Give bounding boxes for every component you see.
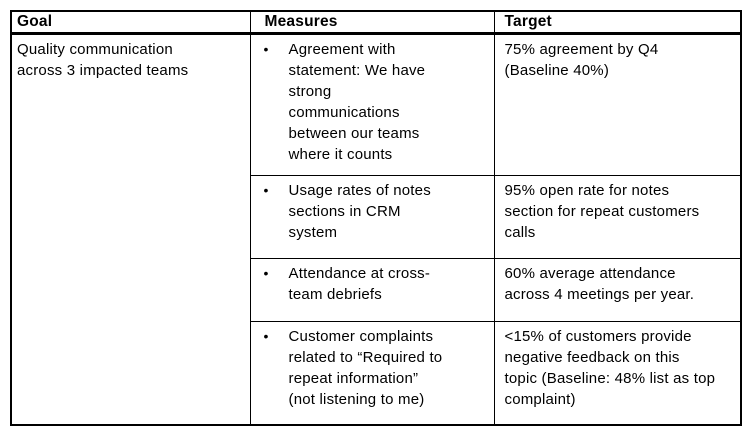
column-header-measures: Measures bbox=[249, 10, 495, 35]
target-cell: 95% open rate for notes section for repe… bbox=[493, 175, 742, 259]
column-header-goal: Goal bbox=[10, 10, 251, 35]
measure-item: • Usage rates of notes sections in CRM s… bbox=[264, 180, 490, 243]
bullet-icon: • bbox=[263, 265, 269, 281]
measure-cell: • Agreement with statement: We have stro… bbox=[249, 33, 495, 176]
table-row: • Attendance at cross-team debriefs 60% … bbox=[11, 258, 742, 322]
target-text: <15% of customers provide negative feedb… bbox=[504, 328, 716, 408]
measure-item: • Agreement with statement: We have stro… bbox=[264, 39, 490, 165]
target-text: 60% average attendance across 4 meetings… bbox=[504, 265, 695, 303]
target-text: 75% agreement by Q4 (Baseline 40%) bbox=[504, 41, 659, 79]
column-header-target: Target bbox=[493, 10, 742, 35]
measure-text: Attendance at cross-team debriefs bbox=[288, 265, 431, 303]
bullet-icon: • bbox=[263, 41, 269, 57]
target-cell: 75% agreement by Q4 (Baseline 40%) bbox=[493, 33, 742, 176]
measure-cell: • Usage rates of notes sections in CRM s… bbox=[249, 175, 495, 259]
table-row: Quality communication across 3 impacted … bbox=[10, 33, 742, 425]
table-row: • Customer complaints related to “Requir… bbox=[11, 321, 742, 425]
header-row: Goal Measures Target bbox=[10, 10, 742, 35]
target-cell: 60% average attendance across 4 meetings… bbox=[493, 258, 742, 322]
measure-cell: • Attendance at cross-team debriefs bbox=[249, 258, 495, 322]
measure-item: • Customer complaints related to “Requir… bbox=[264, 326, 490, 410]
measure-cell: • Customer complaints related to “Requir… bbox=[249, 321, 495, 425]
bullet-icon: • bbox=[263, 328, 269, 344]
goal-text: Quality communication across 3 impacted … bbox=[17, 41, 189, 79]
measure-item: • Attendance at cross-team debriefs bbox=[264, 263, 490, 305]
measure-text: Usage rates of notes sections in CRM sys… bbox=[288, 182, 431, 241]
table-row: • Usage rates of notes sections in CRM s… bbox=[11, 175, 742, 259]
bullet-icon: • bbox=[263, 182, 269, 198]
goals-measures-table: Goal Measures Target Quality communicati… bbox=[10, 10, 742, 426]
target-text: 95% open rate for notes section for repe… bbox=[504, 182, 700, 241]
target-cell: <15% of customers provide negative feedb… bbox=[493, 321, 742, 425]
goal-cell: Quality communication across 3 impacted … bbox=[10, 33, 251, 425]
measure-text: Customer complaints related to “Required… bbox=[288, 328, 443, 408]
measure-text: Agreement with statement: We have strong… bbox=[288, 41, 426, 163]
